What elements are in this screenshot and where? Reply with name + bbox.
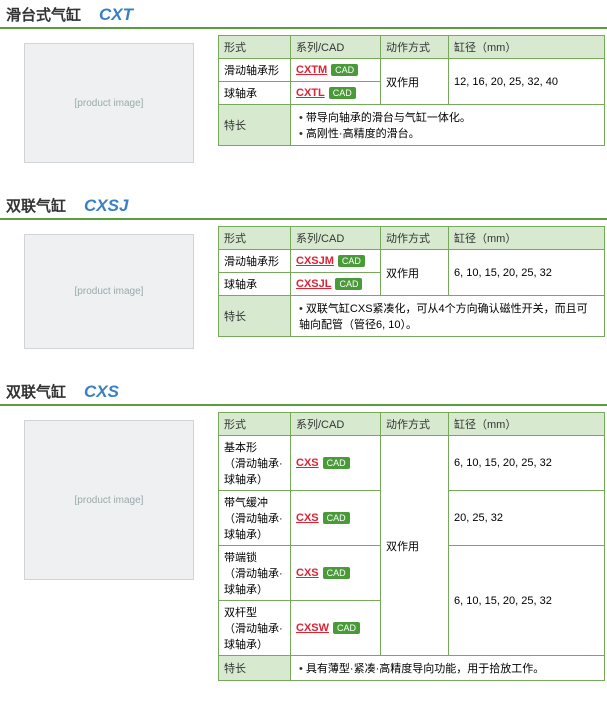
series-link[interactable]: CXTL: [296, 87, 325, 99]
title-en: CXT: [99, 5, 133, 25]
type-cell: 球轴承: [219, 273, 291, 296]
table-row: 基本形 （滑动轴承·球轴承）CXSCAD双作用6, 10, 15, 20, 25…: [219, 436, 605, 491]
table-header: 系列/CAD: [291, 227, 381, 250]
series-link[interactable]: CXSJL: [296, 278, 331, 290]
type-cell: 带气缓冲 （滑动轴承·球轴承）: [219, 491, 291, 546]
table-header: 缸径（mm）: [449, 227, 605, 250]
table-header: 形式: [219, 413, 291, 436]
series-cell: CXTL CAD: [291, 82, 381, 105]
table-row: 滑动轴承形CXSJMCAD双作用6, 10, 15, 20, 25, 32: [219, 250, 605, 273]
table-header: 形式: [219, 227, 291, 250]
table-header: 系列/CAD: [291, 413, 381, 436]
title-cn: 双联气缸: [6, 195, 66, 216]
type-cell: 滑动轴承形: [219, 59, 291, 82]
cad-badge[interactable]: CAD: [335, 278, 362, 290]
feature-header: 特长: [219, 105, 291, 146]
type-cell: 双杆型 （滑动轴承·球轴承）: [219, 601, 291, 656]
feature-cell: 具有薄型·紧凑·高精度导向功能，用于拾放工作。: [291, 656, 605, 681]
cad-badge[interactable]: CAD: [338, 255, 365, 267]
table-header: 缸径（mm）: [449, 413, 605, 436]
cad-badge[interactable]: CAD: [323, 512, 350, 524]
product-image: [product image]: [24, 234, 194, 349]
feature-row: 特长双联气缸CXS紧凑化，可从4个方向确认磁性开关，而且可轴向配管（管径6, 1…: [219, 296, 605, 337]
series-cell: CXS CAD: [291, 436, 381, 491]
section-title: 双联气缸 CXSJ: [0, 191, 607, 220]
spec-table: 形式系列/CAD动作方式缸径（mm） 基本形 （滑动轴承·球轴承） CXS CAD 双作…: [218, 412, 605, 681]
title-en: CXS: [84, 382, 119, 402]
bore-cell: 6, 10, 15, 20, 25, 32: [449, 436, 605, 491]
feature-item: 双联气缸CXS紧凑化，可从4个方向确认磁性开关，而且可轴向配管（管径6, 10）…: [299, 300, 596, 332]
table-row: 滑动轴承形CXTMCAD双作用12, 16, 20, 25, 32, 40: [219, 59, 605, 82]
feature-row: 特长具有薄型·紧凑·高精度导向功能，用于拾放工作。: [219, 656, 605, 681]
series-link[interactable]: CXS: [296, 567, 319, 579]
spec-table: 形式系列/CAD动作方式缸径（mm）滑动轴承形CXTMCAD双作用12, 16,…: [218, 35, 605, 146]
table-header: 系列/CAD: [291, 36, 381, 59]
type-cell: 带端锁 （滑动轴承·球轴承）: [219, 546, 291, 601]
title-cn: 双联气缸: [6, 381, 66, 402]
table-header: 形式: [219, 36, 291, 59]
feature-cell: 双联气缸CXS紧凑化，可从4个方向确认磁性开关，而且可轴向配管（管径6, 10）…: [291, 296, 605, 337]
table-header: 动作方式: [381, 36, 449, 59]
feature-cell: 带导向轴承的滑台与气缸一体化。高刚性·高精度的滑台。: [291, 105, 605, 146]
cad-badge[interactable]: CAD: [323, 567, 350, 579]
series-cell: CXSJM CAD: [291, 250, 381, 273]
cad-badge[interactable]: CAD: [323, 457, 350, 469]
feature-item: 高刚性·高精度的滑台。: [299, 125, 596, 141]
feature-header: 特长: [219, 296, 291, 337]
bore-cell: 6, 10, 15, 20, 25, 32: [449, 250, 605, 296]
product-image: [product image]: [24, 420, 194, 580]
table-header: 动作方式: [381, 227, 449, 250]
feature-item: 具有薄型·紧凑·高精度导向功能，用于拾放工作。: [299, 660, 596, 676]
series-cell: CXSWCAD: [291, 601, 381, 656]
section-title: 双联气缸 CXS: [0, 377, 607, 406]
bore-cell: 6, 10, 15, 20, 25, 32: [449, 546, 605, 656]
feature-header: 特长: [219, 656, 291, 681]
feature-item: 带导向轴承的滑台与气缸一体化。: [299, 109, 596, 125]
series-link[interactable]: CXS: [296, 512, 319, 524]
series-link[interactable]: CXS: [296, 457, 319, 469]
bore-cell: 20, 25, 32: [449, 491, 605, 546]
type-cell: 球轴承: [219, 82, 291, 105]
series-link[interactable]: CXSJM: [296, 255, 334, 267]
table-header: 缸径（mm）: [449, 36, 605, 59]
feature-row: 特长带导向轴承的滑台与气缸一体化。高刚性·高精度的滑台。: [219, 105, 605, 146]
type-cell: 滑动轴承形: [219, 250, 291, 273]
action-cell: 双作用: [381, 59, 449, 105]
section-title: 滑台式气缸 CXT: [0, 0, 607, 29]
type-cell: 基本形 （滑动轴承·球轴承）: [219, 436, 291, 491]
title-en: CXSJ: [84, 196, 128, 216]
action-cell: 双作用: [381, 436, 449, 656]
action-cell: 双作用: [381, 250, 449, 296]
series-cell: CXSJL CAD: [291, 273, 381, 296]
bore-cell: 12, 16, 20, 25, 32, 40: [449, 59, 605, 105]
series-cell: CXS CAD: [291, 546, 381, 601]
series-cell: CXS CAD: [291, 491, 381, 546]
cad-badge[interactable]: CAD: [329, 87, 356, 99]
series-cell: CXTM CAD: [291, 59, 381, 82]
cad-badge[interactable]: CAD: [331, 64, 358, 76]
spec-table: 形式系列/CAD动作方式缸径（mm）滑动轴承形CXSJMCAD双作用6, 10,…: [218, 226, 605, 337]
table-header: 动作方式: [381, 413, 449, 436]
product-image: [product image]: [24, 43, 194, 163]
title-cn: 滑台式气缸: [6, 4, 81, 25]
series-link[interactable]: CXTM: [296, 64, 327, 76]
